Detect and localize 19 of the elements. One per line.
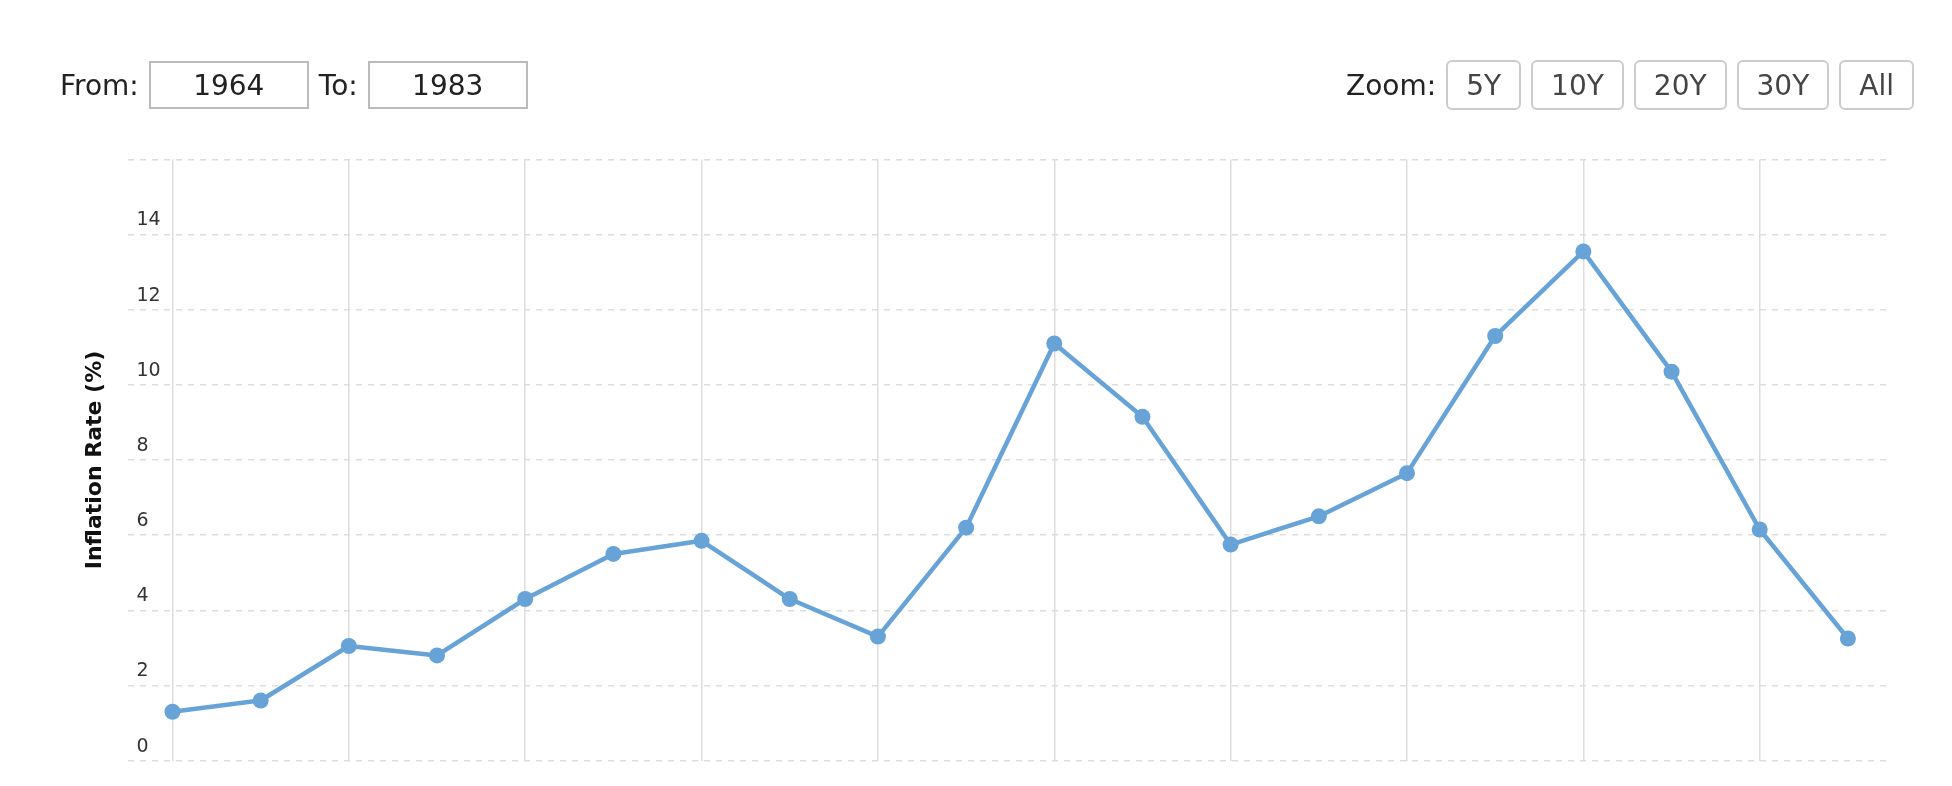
zoom-button: 30Y bbox=[1736, 60, 1830, 110]
y-tick-label: 12 bbox=[136, 282, 161, 305]
y-tick-label: 8 bbox=[136, 432, 149, 455]
y-axis-title: Inflation Rate (%) bbox=[80, 350, 106, 570]
y-tick-label: 2 bbox=[136, 658, 149, 681]
y-tick-label: 4 bbox=[136, 583, 149, 606]
y-tick-label: 14 bbox=[136, 207, 161, 230]
date-field: 1964 bbox=[148, 61, 309, 109]
date-field: 1983 bbox=[367, 61, 528, 109]
zoom-button: 10Y bbox=[1531, 60, 1624, 110]
y-tick-label: 10 bbox=[136, 357, 161, 380]
zoom-button: All bbox=[1839, 60, 1914, 110]
text: Zoom: bbox=[1346, 68, 1437, 102]
y-tick-label: 6 bbox=[136, 508, 149, 531]
text: To: bbox=[318, 68, 358, 102]
zoom-button: 5Y bbox=[1446, 60, 1522, 110]
zoom-button: 20Y bbox=[1633, 60, 1727, 110]
text: From: bbox=[60, 68, 139, 102]
y-tick-label: 0 bbox=[136, 733, 149, 756]
